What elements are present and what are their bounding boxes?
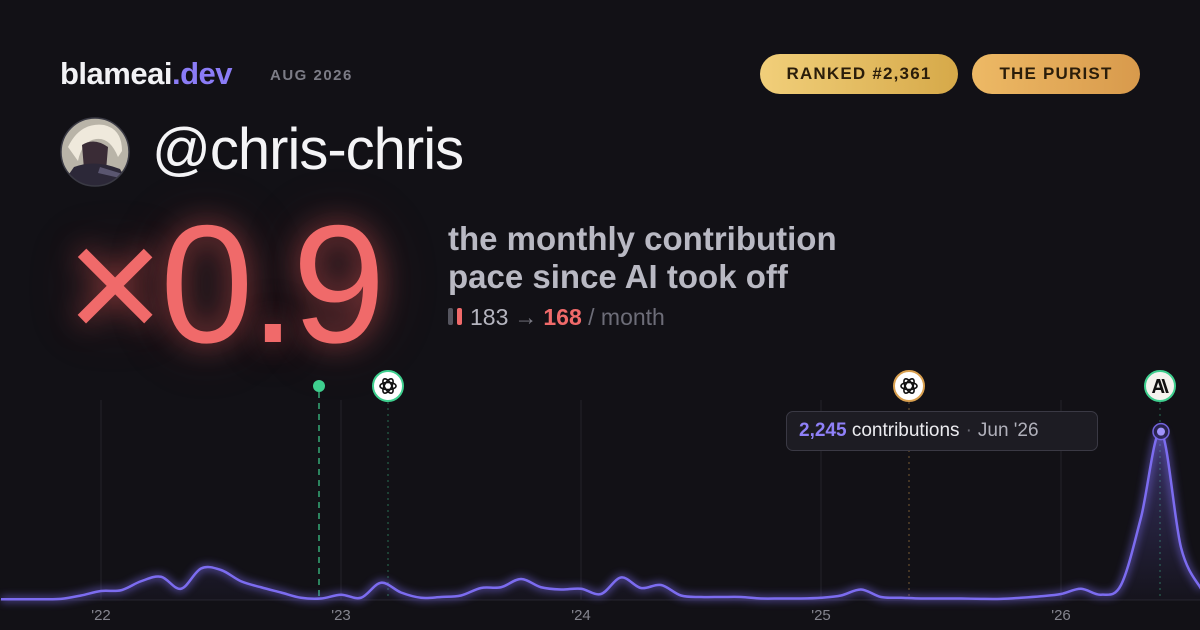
description-line: pace since AI took off	[448, 258, 788, 295]
pace-after: 168	[543, 304, 582, 330]
username: @chris-chris	[152, 117, 464, 182]
line	[1, 430, 1200, 601]
x-tick-label: '22	[91, 607, 111, 624]
brand: blameai.dev	[60, 56, 232, 92]
tooltip: 2,245 contributions · Jun '26	[786, 411, 1098, 451]
x-tick-label: '26	[1051, 607, 1071, 624]
openai-icon	[893, 370, 925, 402]
pace: 183 → 168 / month	[448, 304, 665, 331]
brand-name: blameai	[60, 56, 172, 91]
x-tick-label: '24	[571, 607, 591, 624]
line-glow	[1, 428, 1200, 603]
pace-arrow: →	[514, 304, 538, 330]
milestones	[313, 370, 1176, 598]
pace-before: 183	[470, 304, 509, 330]
openai-icon	[372, 370, 404, 402]
x-tick-label: '25	[811, 607, 831, 624]
tooltip-value: 2,245	[799, 420, 847, 441]
brand-tld: .dev	[171, 56, 233, 91]
tooltip-separator: ·	[965, 420, 972, 441]
multiplier: ×0.9	[66, 190, 386, 378]
pace-icon	[448, 308, 462, 325]
date: AUG 2026	[270, 67, 353, 84]
avatar	[60, 117, 130, 187]
milestone-dot	[313, 380, 325, 392]
title-badge: THE PURIST	[972, 54, 1140, 94]
pace-unit: / month	[588, 304, 665, 330]
tooltip-date: Jun '26	[977, 420, 1039, 441]
tooltip-text: contributions	[851, 420, 960, 441]
description-line: the monthly contribution	[448, 220, 837, 257]
highlight-dot	[1157, 427, 1165, 436]
x-tick-label: '23	[331, 607, 351, 624]
area	[1, 431, 1200, 600]
rank-badge: RANKED #2,361	[760, 54, 958, 94]
anthropic-icon	[1144, 370, 1176, 402]
